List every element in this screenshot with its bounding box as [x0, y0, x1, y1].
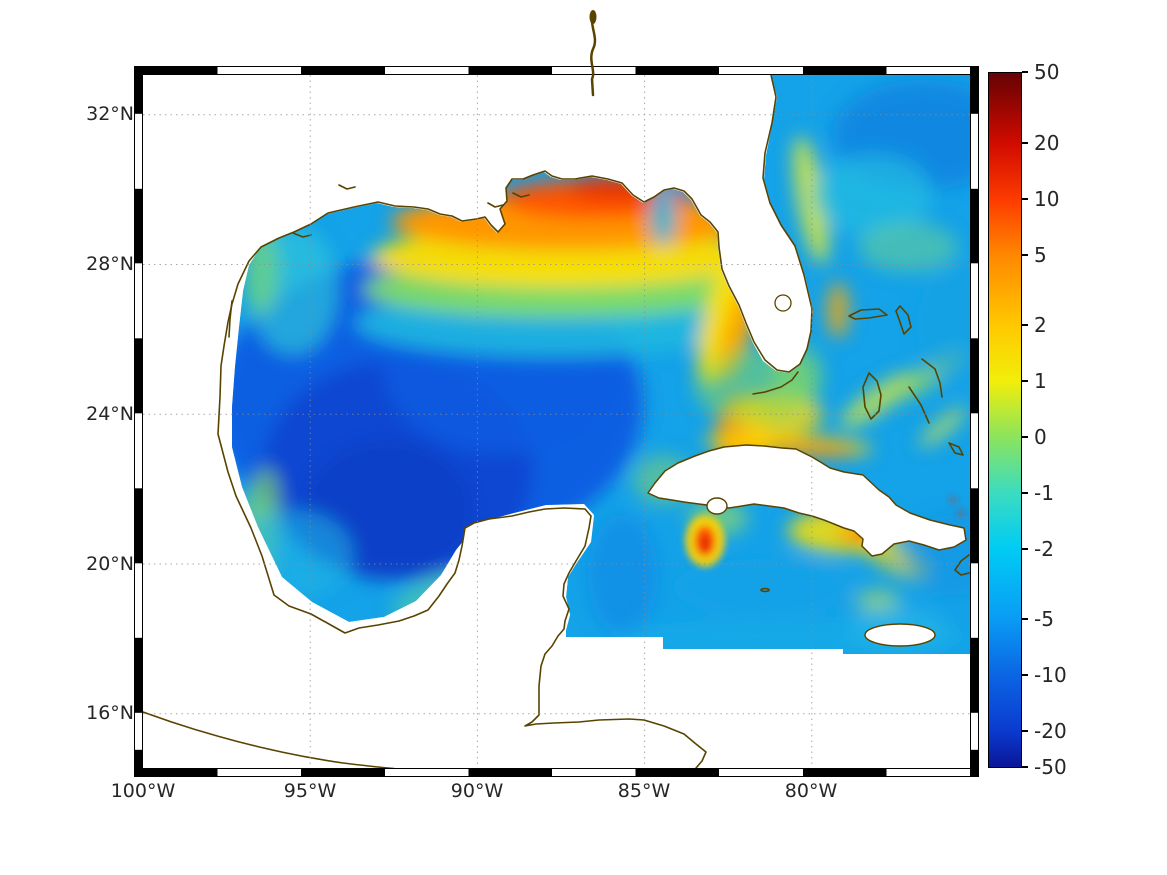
colorbar-tick: [1022, 198, 1028, 200]
colorbar-label-10: 10: [1034, 187, 1060, 211]
colorbar-label-n50: -50: [1034, 755, 1067, 779]
pacific-coastline: [143, 711, 396, 768]
frame-bar-bottom: [134, 768, 979, 777]
colorbar-label-0: 0: [1034, 425, 1047, 449]
lat-tick-label-24n: 24°N: [86, 403, 134, 425]
colorbar-tick: [1022, 436, 1028, 438]
colorbar-tick: [1022, 324, 1028, 326]
colorbar-label-1: 1: [1034, 369, 1047, 393]
coastlines: [143, 75, 970, 768]
abaco-island: [895, 305, 912, 335]
colorbar-tick: [1022, 142, 1028, 144]
lon-tick-label-85w: 85°W: [617, 780, 671, 802]
hispaniola-edge: [954, 554, 970, 576]
lon-tick-label-95w: 95°W: [283, 780, 337, 802]
colorbar-tick: [1022, 730, 1028, 732]
jamaica-island: [864, 623, 936, 647]
colorbar-tick: [1022, 766, 1028, 768]
florida-keys: [752, 371, 799, 395]
heat-spots: [685, 497, 964, 567]
frame-bar-top: [134, 66, 979, 75]
colorbar-label-n1: -1: [1034, 481, 1054, 505]
colorbar-label-n20: -20: [1034, 719, 1067, 743]
frame-bar-right: [970, 66, 979, 777]
colorbar-label-5: 5: [1034, 243, 1047, 267]
lat-tick-label-32n: 32°N: [86, 103, 134, 125]
colorbar-tick: [1022, 71, 1028, 73]
map-area: [143, 10, 970, 768]
mainland-coastline: [217, 75, 813, 768]
colorbar-label-n5: -5: [1034, 607, 1054, 631]
louisiana-marsh-detail: [487, 192, 530, 208]
ragged-islands: [948, 442, 964, 456]
lon-tick-label-80w: 80°W: [784, 780, 838, 802]
lat-tick-label-16n: 16°N: [86, 702, 134, 724]
colorbar-label-20: 20: [1034, 131, 1060, 155]
colorbar-tick: [1022, 492, 1028, 494]
lat-tick-label-28n: 28°N: [86, 253, 134, 275]
lon-tick-label-90w: 90°W: [450, 780, 504, 802]
grand-bahama: [848, 308, 888, 320]
texas-bay-detail: [228, 184, 356, 338]
gridlines: [143, 75, 970, 768]
colorbar-tick: [1022, 380, 1028, 382]
colorbar-label-n10: -10: [1034, 663, 1067, 687]
colorbar-label-50: 50: [1034, 60, 1060, 84]
colorbar-label-2: 2: [1034, 313, 1047, 337]
colorbar-tick: [1022, 674, 1028, 676]
exuma-chain: [908, 386, 930, 424]
cayman-island: [760, 587, 770, 593]
eleuthera-island: [921, 358, 943, 398]
lake-okeechobee: [774, 294, 792, 312]
lat-tick-label-20n: 20°N: [86, 553, 134, 575]
colorbar-tick: [1022, 618, 1028, 620]
andros-island: [862, 372, 882, 420]
isla-juventud: [706, 497, 728, 515]
colorbar-label-n2: -2: [1034, 537, 1054, 561]
cuba-island: [647, 444, 967, 557]
colorbar-tick: [1022, 548, 1028, 550]
map-frame: [134, 10, 979, 777]
map-canvas: [143, 10, 970, 768]
colorbar: [988, 72, 1022, 768]
colorbar-tick: [1022, 254, 1028, 256]
georgia-coast-overflow: [589, 10, 597, 97]
lon-tick-label-100w: 100°W: [110, 780, 176, 802]
frame-bar-left: [134, 66, 143, 777]
